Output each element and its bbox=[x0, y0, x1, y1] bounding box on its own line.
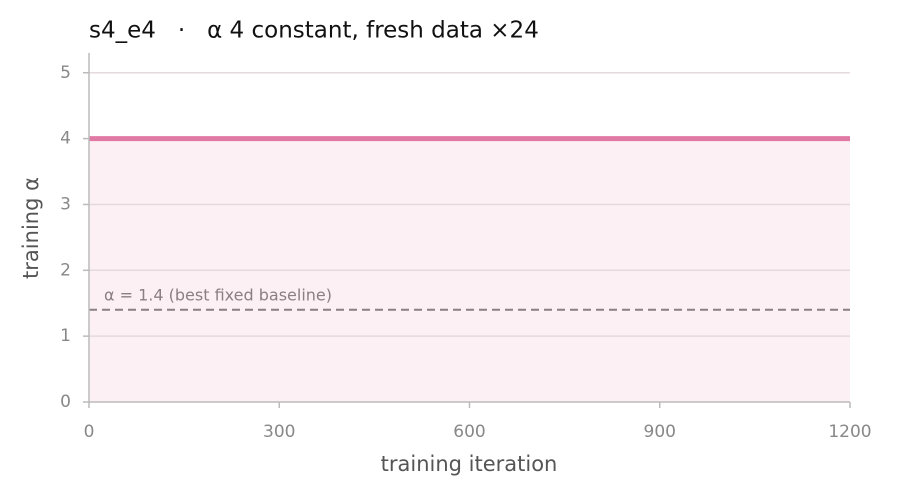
y-tick-label: 5 bbox=[60, 63, 71, 83]
x-tick-label: 300 bbox=[263, 422, 295, 442]
y-tick-label: 0 bbox=[60, 392, 71, 412]
y-tick-label: 4 bbox=[60, 129, 71, 149]
x-tick-label: 900 bbox=[644, 422, 676, 442]
x-axis-label: training iteration bbox=[381, 452, 558, 476]
y-tick-label: 3 bbox=[60, 194, 71, 214]
y-axis-label: training α bbox=[19, 177, 43, 279]
y-tick-label: 1 bbox=[60, 326, 71, 346]
x-tick-label: 600 bbox=[453, 422, 485, 442]
y-tick-label: 2 bbox=[60, 260, 71, 280]
x-tick-label: 1200 bbox=[828, 422, 871, 442]
x-tick-label: 0 bbox=[84, 422, 95, 442]
reference-label: α = 1.4 (best fixed baseline) bbox=[104, 285, 332, 304]
chart-title: s4_e4 · α 4 constant, fresh data ×24 bbox=[89, 18, 539, 44]
